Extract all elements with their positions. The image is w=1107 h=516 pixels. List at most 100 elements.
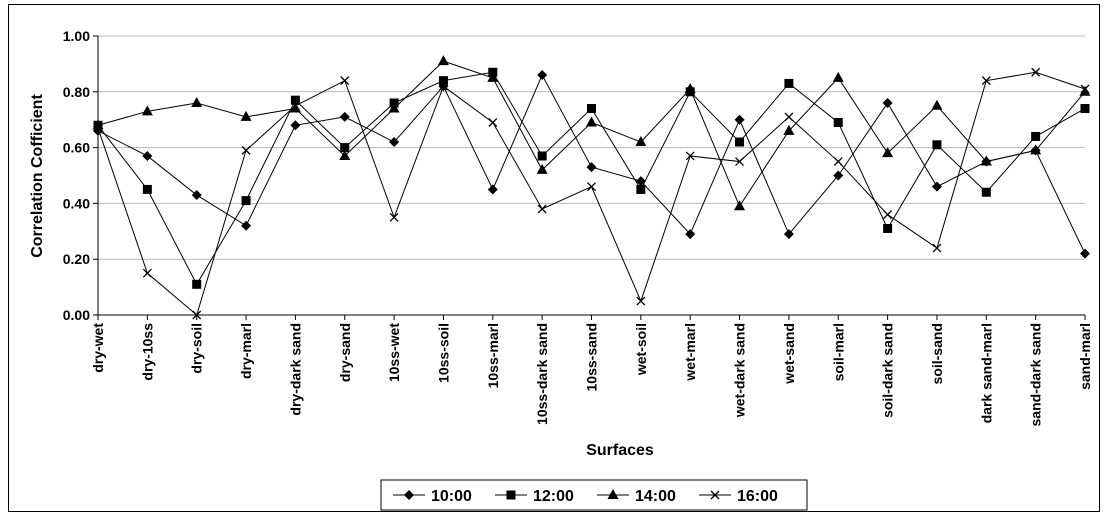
x-marker-stroke <box>488 118 498 127</box>
x-tick-label: dry-wet <box>90 323 106 373</box>
square-marker <box>1080 104 1090 114</box>
diamond-marker <box>389 137 400 148</box>
x-marker <box>932 243 942 253</box>
triangle-marker <box>141 105 153 116</box>
x-marker-stroke <box>883 210 893 220</box>
triangle-marker <box>437 55 449 66</box>
legend-entry-1000: 10:00 <box>393 488 472 505</box>
square-marker <box>883 224 893 234</box>
x-tick-label: dark sand-marl <box>978 323 994 423</box>
series-1200 <box>93 67 1090 289</box>
x-tick-label: 10ss-soil <box>435 323 451 383</box>
x-tick-label: sand-dark sand <box>1028 323 1044 426</box>
x-tick-label: dry-soil <box>189 323 205 374</box>
triangle-marker <box>882 147 894 158</box>
triangle-marker <box>783 124 795 135</box>
x-tick-label: dry-marl <box>238 323 254 379</box>
x-marker <box>142 268 152 278</box>
x-marker <box>710 490 720 500</box>
triangle-marker <box>586 116 597 127</box>
y-tick-label: 0.60 <box>63 140 90 156</box>
square-marker <box>735 137 745 147</box>
diamond-marker <box>882 97 893 108</box>
series-1600 <box>93 67 1090 320</box>
x-marker-stroke <box>241 145 251 155</box>
square-marker <box>833 117 843 127</box>
x-marker <box>290 101 300 111</box>
x-marker-stroke <box>290 101 300 111</box>
x-marker-stroke <box>636 296 646 306</box>
triangle-marker <box>487 71 499 82</box>
x-marker-stroke <box>833 157 843 167</box>
x-tick-label: 10ss-wet <box>386 323 402 382</box>
x-tick-labels: dry-wet dry-10ss dry-soil dry-marl dry-dark … <box>90 323 1093 427</box>
x-marker <box>735 157 745 167</box>
legend-box <box>380 479 808 511</box>
diamond-marker <box>191 190 202 201</box>
y-tick-label: 0.80 <box>63 84 90 100</box>
triangle-marker <box>980 155 992 166</box>
x-tick-label: wet-soil <box>633 323 649 376</box>
x-tick-label: wet-dark sand <box>732 323 748 418</box>
diamond-marker <box>1080 248 1090 259</box>
square-marker <box>981 187 991 197</box>
x-tick-label: 10ss-marl <box>485 323 501 388</box>
y-tick-label: 0.40 <box>63 195 90 211</box>
legend-label: 10:00 <box>431 488 472 505</box>
diamond-marker <box>586 162 597 173</box>
x-marker-stroke <box>142 268 152 278</box>
series-group <box>92 55 1091 320</box>
x-tick-label: dry-sand <box>337 323 353 382</box>
diamond-marker <box>339 111 350 122</box>
x-marker-stroke <box>685 151 695 161</box>
x-marker-stroke <box>340 76 350 86</box>
x-marker <box>340 76 350 86</box>
triangle-marker <box>536 163 548 174</box>
diamond-marker <box>783 229 794 240</box>
diamond-marker <box>241 220 252 231</box>
x-marker-stroke <box>1031 67 1041 77</box>
x-marker-stroke <box>784 112 794 122</box>
triangle-marker <box>289 102 301 113</box>
legend: 10:00 12:00 14:00 16:00 <box>380 479 808 511</box>
triangle-marker <box>1030 144 1042 155</box>
legend-entry-1600: 16:00 <box>699 488 778 505</box>
triangle-marker <box>607 489 619 499</box>
x-marker <box>1031 67 1041 77</box>
square-marker <box>506 490 516 500</box>
x-tick-label: soil-marl <box>830 323 846 381</box>
triangle-marker <box>684 83 696 94</box>
x-marker <box>981 76 991 86</box>
x-marker-stroke <box>932 243 942 253</box>
diamond-marker <box>290 120 301 131</box>
gridlines <box>93 35 1086 320</box>
diamond-marker <box>833 170 844 181</box>
x-marker <box>537 204 547 214</box>
triangle-marker <box>931 99 943 110</box>
legend-entry-1400: 14:00 <box>597 488 676 505</box>
y-axis-title: Correlation Cofficient <box>29 94 46 258</box>
x-tick-label: soil-sand <box>929 323 945 384</box>
x-marker <box>438 81 448 91</box>
triangle-marker <box>240 110 252 121</box>
x-marker <box>833 157 843 167</box>
triangle-marker <box>339 149 351 160</box>
y-tick-labels: 0.00 0.20 0.40 0.60 0.80 1.00 <box>63 28 90 323</box>
legend-entry-1200: 12:00 <box>495 488 574 505</box>
x-tick-label: 10ss-sand <box>584 323 600 391</box>
x-marker-stroke <box>537 204 547 214</box>
legend-label: 14:00 <box>635 488 676 505</box>
diamond-marker <box>404 490 414 500</box>
square-marker <box>537 151 547 161</box>
x-marker-stroke <box>438 81 448 91</box>
triangle-marker <box>734 200 746 211</box>
x-marker <box>784 112 794 122</box>
x-marker <box>883 210 893 220</box>
diamond-marker <box>142 150 153 161</box>
diamond-marker <box>537 70 548 81</box>
diamond-marker <box>931 181 942 192</box>
x-marker <box>1080 84 1090 94</box>
x-tick-label: dry-dark sand <box>287 323 303 416</box>
diamond-marker <box>487 184 498 195</box>
plot-area <box>98 36 1085 315</box>
